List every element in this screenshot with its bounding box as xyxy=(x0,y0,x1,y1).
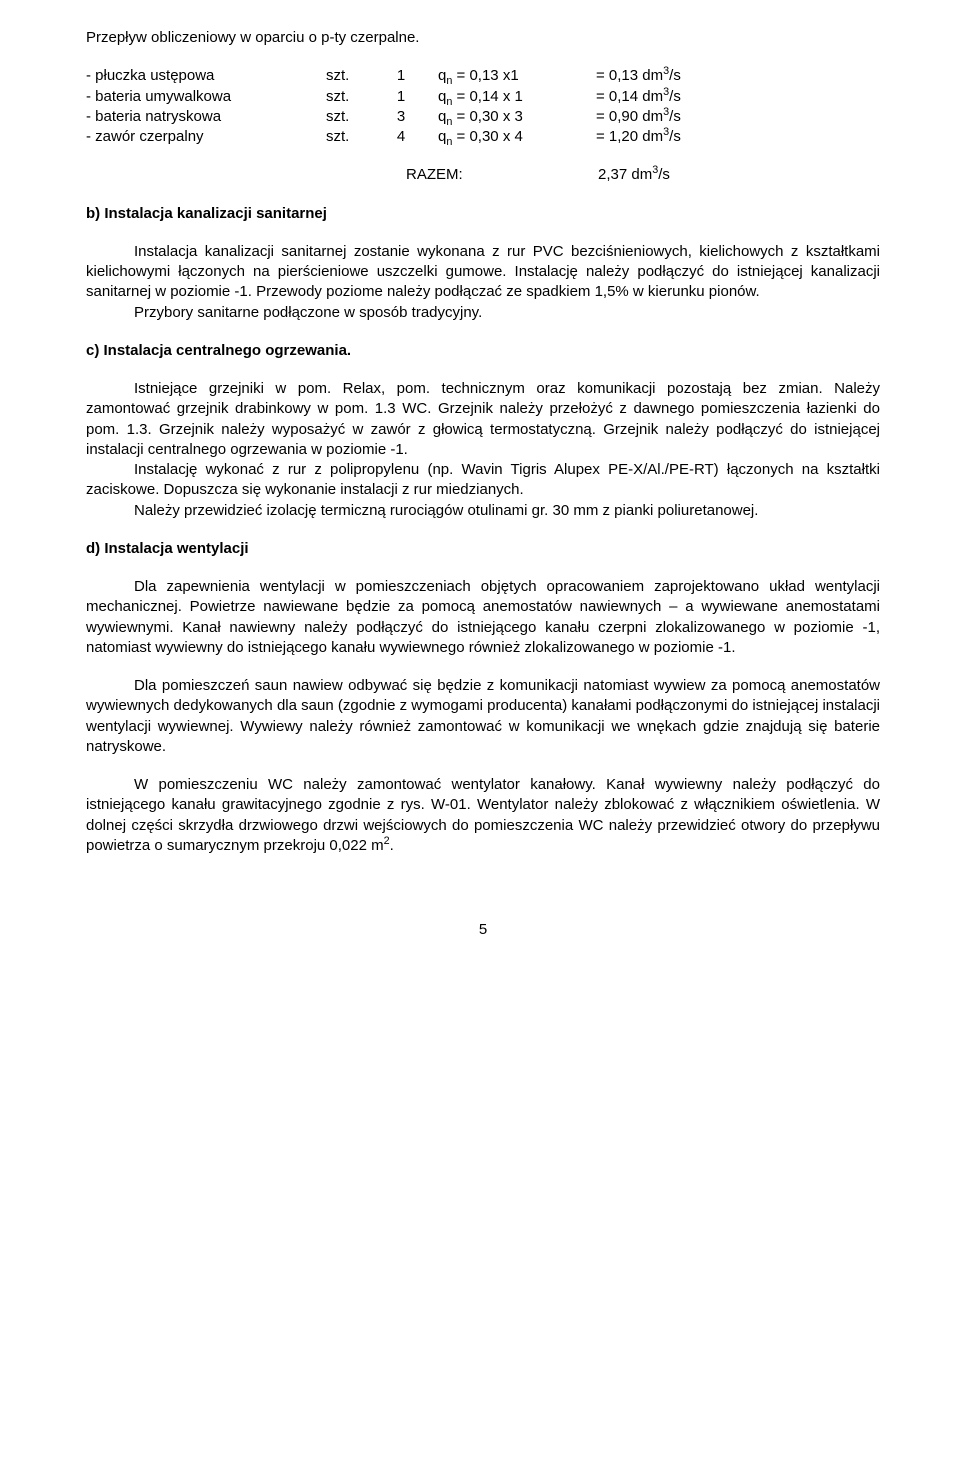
flow-row: - płuczka ustępowaszt.1qn = 0,13 x1= 0,1… xyxy=(86,66,880,86)
page-number: 5 xyxy=(86,920,880,940)
flow-res: = 1,20 dm3/s xyxy=(596,127,766,147)
razem-row: RAZEM: 2,37 dm3/s xyxy=(86,165,880,185)
flow-qty: 3 xyxy=(386,107,416,127)
flow-qty: 1 xyxy=(386,66,416,86)
flow-qty: 1 xyxy=(386,87,416,107)
page-title: Przepływ obliczeniowy w oparciu o p-ty c… xyxy=(86,28,880,48)
flow-unit: szt. xyxy=(326,87,386,107)
razem-val-post: /s xyxy=(658,166,670,183)
flow-qty: 4 xyxy=(386,127,416,147)
flow-row: - bateria natryskowaszt.3qn = 0,30 x 3= … xyxy=(86,107,880,127)
flow-unit: szt. xyxy=(326,107,386,127)
flow-eq: qn = 0,30 x 3 xyxy=(416,107,596,127)
flow-res: = 0,14 dm3/s xyxy=(596,87,766,107)
section-c-p3: Należy przewidzieć izolację termiczną ru… xyxy=(86,501,880,521)
section-b-title: b) Instalacja kanalizacji sanitarnej xyxy=(86,204,880,224)
flow-res: = 0,13 dm3/s xyxy=(596,66,766,86)
flow-name: - płuczka ustępowa xyxy=(86,66,326,86)
razem-label: RAZEM: xyxy=(86,165,598,185)
razem-value: 2,37 dm3/s xyxy=(598,165,670,185)
section-d-p3-text: W pomieszczeniu WC należy zamontować wen… xyxy=(86,776,880,854)
section-b-para1: Instalacja kanalizacji sanitarnej zostan… xyxy=(86,242,880,323)
flow-unit: szt. xyxy=(326,66,386,86)
flow-row: - zawór czerpalnyszt.4qn = 0,30 x 4= 1,2… xyxy=(86,127,880,147)
flow-name: - bateria natryskowa xyxy=(86,107,326,127)
flow-unit: szt. xyxy=(326,127,386,147)
section-b-p1b: Przybory sanitarne podłączone w sposób t… xyxy=(86,303,880,323)
section-c-p1: Istniejące grzejniki w pom. Relax, pom. … xyxy=(86,379,880,460)
section-d-p1: Dla zapewnienia wentylacji w pomieszczen… xyxy=(86,577,880,658)
flow-row: - bateria umywalkowaszt.1qn = 0,14 x 1= … xyxy=(86,87,880,107)
flow-res: = 0,90 dm3/s xyxy=(596,107,766,127)
flow-eq: qn = 0,30 x 4 xyxy=(416,127,596,147)
flow-name: - zawór czerpalny xyxy=(86,127,326,147)
section-c-para: Istniejące grzejniki w pom. Relax, pom. … xyxy=(86,379,880,521)
section-d-title: d) Instalacja wentylacji xyxy=(86,539,880,559)
section-d-p3-dot: . xyxy=(390,837,394,854)
flow-name: - bateria umywalkowa xyxy=(86,87,326,107)
section-d-p3: W pomieszczeniu WC należy zamontować wen… xyxy=(86,775,880,856)
flow-table: - płuczka ustępowaszt.1qn = 0,13 x1= 0,1… xyxy=(86,66,880,147)
razem-val-pre: 2,37 dm xyxy=(598,166,652,183)
flow-eq: qn = 0,14 x 1 xyxy=(416,87,596,107)
section-c-p2: Instalację wykonać z rur z polipropylenu… xyxy=(86,460,880,501)
flow-eq: qn = 0,13 x1 xyxy=(416,66,596,86)
section-d-p2: Dla pomieszczeń saun nawiew odbywać się … xyxy=(86,676,880,757)
section-c-title: c) Instalacja centralnego ogrzewania. xyxy=(86,341,880,361)
section-b-p1a: Instalacja kanalizacji sanitarnej zostan… xyxy=(86,242,880,303)
